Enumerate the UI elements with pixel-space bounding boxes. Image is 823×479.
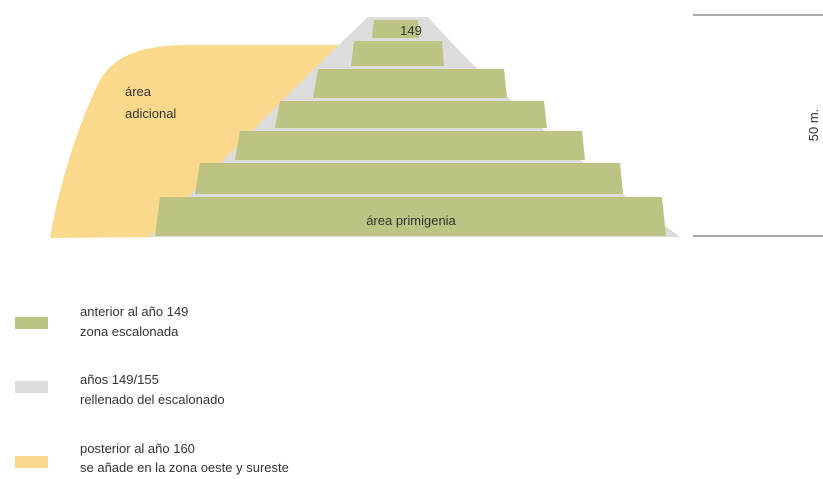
legend-swatch bbox=[15, 381, 48, 393]
additional-label: área bbox=[125, 84, 152, 99]
step bbox=[275, 101, 547, 128]
legend-text: se añade en la zona oeste y sureste bbox=[80, 460, 289, 475]
legend-text: posterior al año 160 bbox=[80, 441, 195, 456]
legend-text: rellenado del escalonado bbox=[80, 392, 225, 407]
step bbox=[313, 69, 507, 98]
legend-swatch bbox=[15, 456, 48, 468]
legend-swatch bbox=[15, 317, 48, 329]
steps bbox=[155, 20, 666, 236]
height-label: 50 m. bbox=[806, 109, 821, 142]
step bbox=[195, 163, 623, 194]
step bbox=[235, 131, 585, 160]
legend-text: años 149/155 bbox=[80, 372, 159, 387]
step bbox=[155, 197, 666, 236]
step bbox=[372, 20, 419, 38]
legend-text: anterior al año 149 bbox=[80, 304, 188, 319]
top-step-label: 149 bbox=[400, 23, 422, 38]
legend-text: zona escalonada bbox=[80, 324, 179, 339]
step bbox=[351, 41, 444, 66]
additional-label: adicional bbox=[125, 106, 176, 121]
original-label: área primigenia bbox=[366, 213, 456, 228]
additional-area bbox=[50, 45, 342, 238]
